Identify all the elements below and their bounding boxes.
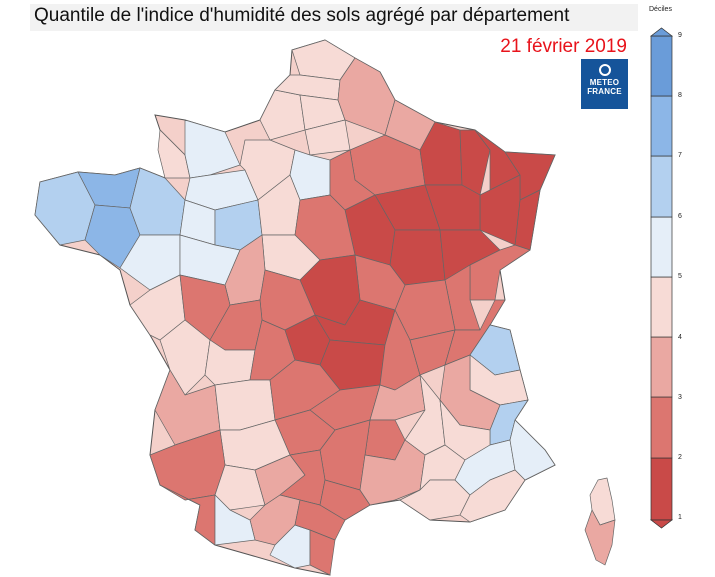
legend-band-3 bbox=[650, 336, 673, 398]
dept-manche bbox=[157, 129, 191, 179]
map-title: Quantile de l'indice d'humidité des sols… bbox=[34, 5, 570, 26]
dept-doubs bbox=[469, 244, 531, 301]
dept-corse-du-sud bbox=[584, 509, 616, 566]
legend-band-2 bbox=[650, 396, 673, 459]
legend-tick-8: 8 bbox=[678, 92, 682, 99]
dept-pyrenees-orientales bbox=[309, 529, 336, 576]
map-date: 21 février 2019 bbox=[500, 36, 627, 57]
dept-herault bbox=[319, 479, 371, 521]
logo-line1: METEO bbox=[589, 78, 620, 87]
meteo-france-logo: METEO FRANCE bbox=[581, 59, 628, 109]
logo-line2: FRANCE bbox=[587, 87, 622, 96]
legend-band-6 bbox=[650, 155, 673, 218]
dept-hautes-pyrenees bbox=[214, 494, 256, 546]
dept-var bbox=[459, 469, 526, 523]
legend-tick-5: 5 bbox=[678, 273, 682, 280]
legend-tick-6: 6 bbox=[678, 213, 682, 220]
legend-tick-9: 9 bbox=[678, 32, 682, 39]
legend-tick-3: 3 bbox=[678, 394, 682, 401]
title-band bbox=[30, 4, 638, 31]
dept-meurthe-moselle bbox=[459, 129, 491, 196]
legend-band-1 bbox=[650, 457, 673, 521]
legend-band-7 bbox=[650, 95, 673, 157]
legend-tick-1: 1 bbox=[678, 514, 682, 521]
logo-icon bbox=[598, 64, 611, 76]
legend-tick-2: 2 bbox=[678, 454, 682, 461]
legend-title: Déciles bbox=[649, 6, 672, 13]
legend-arrow-top bbox=[649, 27, 674, 37]
legend-band-8 bbox=[650, 35, 673, 97]
legend-band-4 bbox=[650, 276, 673, 338]
legend-band-5 bbox=[650, 216, 673, 278]
legend-tick-4: 4 bbox=[678, 334, 682, 341]
dept-gers bbox=[214, 464, 266, 511]
legend-arrow-bottom bbox=[649, 519, 674, 529]
legend-colorbar bbox=[649, 27, 674, 529]
dept-alpes-maritimes bbox=[509, 419, 556, 481]
legend-tick-7: 7 bbox=[678, 152, 682, 159]
